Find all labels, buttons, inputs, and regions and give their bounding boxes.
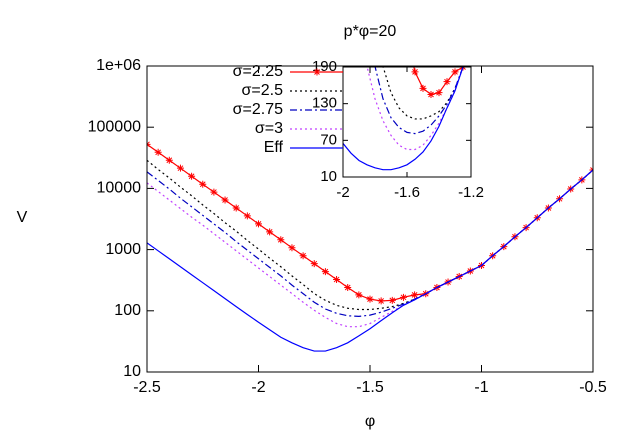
legend-label: σ=3: [255, 120, 283, 137]
y-tick-label: 1000: [105, 241, 141, 258]
series-line: [374, 67, 464, 135]
marker: [277, 236, 285, 244]
plot-area: [147, 140, 593, 352]
marker: [210, 188, 218, 196]
chart-title: p*φ=20: [344, 23, 397, 40]
marker: [355, 291, 363, 299]
x-tick-label: -1: [474, 379, 488, 396]
marker: [266, 228, 274, 236]
legend: σ=2.25 σ=2.5 σ=2.75 σ=3 Eff: [233, 63, 343, 156]
x-tick-label: -1.6: [394, 184, 420, 201]
marker: [435, 89, 443, 97]
marker: [154, 148, 162, 156]
series-line: [147, 169, 593, 318]
y-axis-label: V: [17, 209, 28, 226]
marker: [411, 291, 419, 299]
marker: [299, 252, 307, 260]
series-line: [147, 159, 593, 311]
marker: [165, 156, 173, 164]
marker: [388, 296, 396, 304]
y-tick-label: 130: [312, 95, 337, 112]
series-line: [147, 169, 593, 352]
x-tick-label: -2: [336, 184, 349, 201]
x-tick-label: -2.5: [133, 379, 161, 396]
marker: [221, 196, 229, 204]
marker: [232, 204, 240, 212]
y-tick-label: 1e+06: [96, 57, 141, 74]
y-tick-label: 10000: [97, 180, 142, 197]
x-tick-label: -1.5: [356, 379, 384, 396]
marker: [399, 293, 407, 301]
y-tick-label: 70: [320, 131, 337, 148]
y-tick-label: 10: [123, 363, 141, 380]
marker: [255, 220, 262, 228]
x-tick-label: -2: [251, 379, 265, 396]
y-tick-label: 10: [320, 168, 337, 185]
marker: [419, 84, 427, 92]
marker: [333, 276, 341, 284]
marker: [366, 295, 374, 303]
x-tick-label: -0.5: [579, 379, 607, 396]
marker: [313, 68, 321, 76]
x-axis-label: φ: [365, 413, 375, 430]
y-tick-label: 100: [114, 302, 141, 319]
marker: [321, 268, 329, 276]
marker: [411, 68, 419, 76]
marker: [344, 284, 352, 292]
marker: [377, 297, 385, 305]
y-tick-label: 100000: [88, 118, 141, 135]
marker: [243, 212, 251, 220]
x-tick-label: -1.2: [458, 184, 484, 201]
marker: [288, 244, 296, 252]
axes: -2.5 -2 -1.5 -1 -0.5 10 100 1000 10000 100000 1e+0…: [88, 57, 607, 396]
legend-label: σ=2.5: [242, 82, 284, 99]
legend-label: σ=2.25: [233, 63, 283, 80]
marker: [443, 78, 451, 86]
inset-background: [343, 67, 471, 177]
legend-label: σ=2.75: [233, 101, 283, 118]
marker: [310, 260, 318, 268]
series-line: [343, 67, 464, 171]
marker: [427, 91, 435, 98]
marker: [451, 68, 459, 76]
marker: [188, 172, 196, 180]
legend-label: Eff: [264, 139, 284, 156]
inset-plot-area: [343, 67, 467, 171]
marker: [199, 180, 207, 188]
marker: [176, 164, 184, 172]
